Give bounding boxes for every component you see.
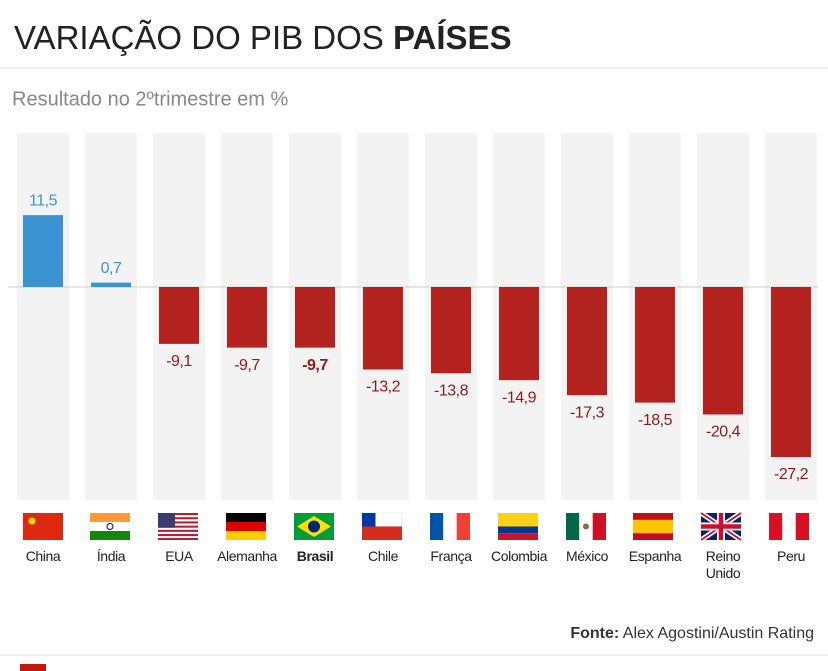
category-label: Colombia <box>491 548 547 564</box>
category-label: Brasil <box>296 548 334 564</box>
value-label: -20,4 <box>706 424 741 441</box>
bar <box>227 287 267 348</box>
source-text: Alex Agostini/Austin Rating <box>623 625 814 642</box>
bar <box>771 287 811 457</box>
bar <box>363 287 403 370</box>
category-label: México <box>566 548 608 564</box>
bar <box>159 287 199 344</box>
flag <box>226 513 266 540</box>
category-label: Peru <box>777 548 805 564</box>
source: Fonte: Alex Agostini/Austin Rating <box>570 625 814 642</box>
title-part: VARIAÇÃO DO PIB DOS <box>14 19 384 56</box>
logo-mark <box>20 664 46 671</box>
value-label: -9,7 <box>302 357 328 374</box>
value-label: -13,8 <box>434 382 469 399</box>
flags <box>23 510 809 543</box>
category-label: Alemanha <box>217 548 277 564</box>
flag <box>90 513 130 540</box>
category-label: Reino Unido <box>705 548 741 581</box>
value-label: -9,7 <box>234 357 260 374</box>
bar <box>567 287 607 396</box>
flag <box>498 513 538 540</box>
value-label: -27,2 <box>774 466 809 483</box>
bar <box>91 282 131 287</box>
value-label: -17,3 <box>570 404 605 421</box>
column-background <box>17 133 69 500</box>
category-label: China <box>25 548 61 564</box>
flag <box>566 513 606 540</box>
category-label: Espanha <box>628 548 682 564</box>
value-label: -13,2 <box>366 379 401 396</box>
value-label: -14,9 <box>502 389 537 406</box>
flag <box>633 513 673 540</box>
flag <box>294 513 334 540</box>
category-label: Chile <box>368 548 398 564</box>
columns <box>8 133 818 500</box>
flag <box>23 513 63 540</box>
value-label: -9,1 <box>166 353 192 370</box>
bar <box>703 287 743 415</box>
flag <box>158 513 198 540</box>
value-label: -18,5 <box>638 412 673 429</box>
source-label: Fonte: <box>570 625 619 642</box>
bar <box>23 215 63 287</box>
bar <box>635 287 675 403</box>
chart-title: VARIAÇÃO DO PIB DOS PAÍSES <box>14 19 512 56</box>
flag <box>430 513 470 540</box>
category-label: França <box>430 548 472 564</box>
flag <box>361 512 403 540</box>
value-label: 11,5 <box>29 192 58 209</box>
subtitle: Resultado no 2ºtrimestre em % <box>12 88 289 110</box>
column-background <box>85 133 137 500</box>
category-label: Índia <box>96 548 126 564</box>
flag <box>699 510 743 543</box>
bar <box>295 287 335 348</box>
bar <box>431 287 471 374</box>
value-label: 0,7 <box>101 260 122 277</box>
bar <box>499 287 539 381</box>
flag <box>769 513 809 540</box>
category-label: EUA <box>165 548 193 564</box>
title-emphasis: PAÍSES <box>393 19 512 56</box>
